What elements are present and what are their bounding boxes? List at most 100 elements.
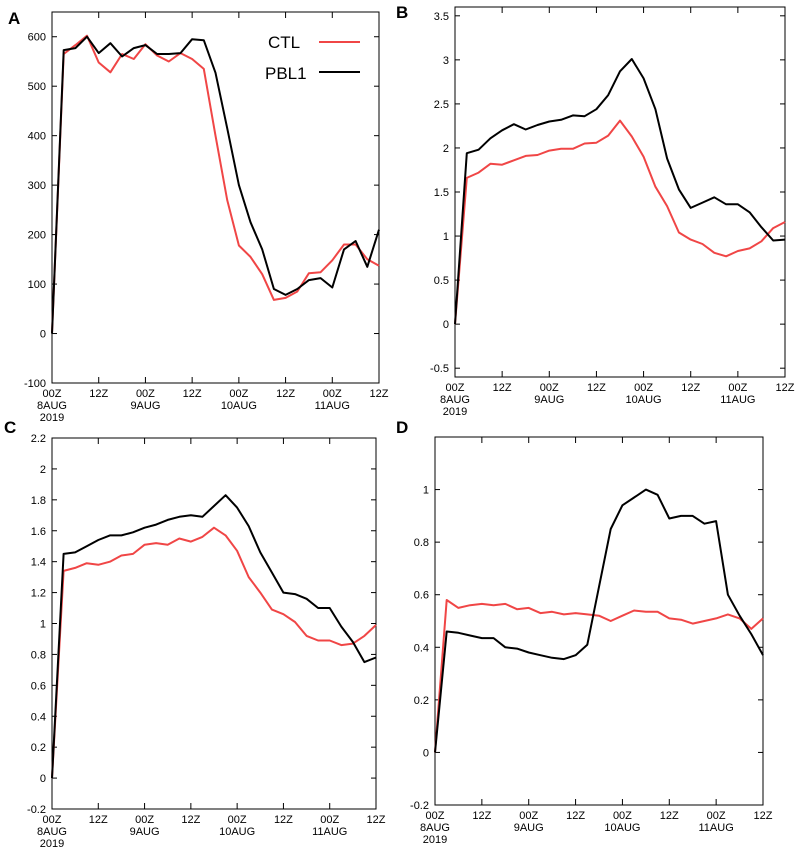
- series-line-pbl1-a: [51, 35, 380, 334]
- y-tick-label-a-1: 0: [40, 329, 46, 341]
- x-tick-label-b-3-0: 12Z: [587, 382, 606, 394]
- y-tick-label-c-4: 0.6: [31, 680, 46, 692]
- y-tick-label-d-6: 1: [423, 485, 429, 497]
- y-tick-label-b-2: 0.5: [434, 275, 449, 287]
- panel-c: C -0.200.20.40.60.811.21.41.61.822.200Z8…: [4, 418, 386, 850]
- series-line-ctl-b: [454, 119, 786, 325]
- series-line-pbl1-d: [434, 488, 764, 753]
- y-tick-label-a-0: -100: [24, 378, 46, 390]
- x-tick-label-a-5-0: 12Z: [276, 388, 295, 400]
- x-tick-label-c-2-1: 9AUG: [130, 826, 160, 838]
- y-tick-label-c-1: 0: [40, 773, 46, 785]
- y-tick-label-c-11: 2: [40, 464, 46, 476]
- x-tick-label-c-4-1: 10AUG: [219, 826, 255, 838]
- x-tick-label-c-4-0: 00Z: [228, 814, 247, 826]
- y-tick-label-c-9: 1.6: [31, 526, 46, 538]
- y-tick-label-b-8: 3.5: [434, 11, 449, 23]
- y-tick-label-d-1: 0: [423, 747, 429, 759]
- x-tick-label-d-0-0: 00Z: [426, 810, 445, 822]
- panel-letter-d: D: [396, 418, 408, 437]
- y-tick-label-a-4: 300: [28, 180, 46, 192]
- x-tick-label-b-2-0: 00Z: [540, 382, 559, 394]
- plot-frame-c: [51, 437, 377, 810]
- y-tick-label-d-3: 0.4: [414, 642, 429, 654]
- y-tick-label-b-6: 2.5: [434, 99, 449, 111]
- panel-a: A CTL PBL1 -100010020030040050060000Z8AU…: [8, 9, 389, 424]
- y-tick-label-d-0: -0.2: [410, 800, 429, 812]
- y-tick-label-a-7: 600: [28, 32, 46, 44]
- x-tick-label-a-6-1: 11AUG: [315, 400, 350, 412]
- x-tick-label-a-6-0: 00Z: [323, 388, 342, 400]
- series-line-ctl-d: [434, 599, 764, 753]
- y-tick-label-b-5: 2: [443, 143, 449, 155]
- series-line-ctl-a: [51, 34, 380, 334]
- x-tick-label-c-6-1: 11AUG: [312, 826, 347, 838]
- x-tick-label-b-6-1: 11AUG: [720, 394, 755, 406]
- legend-label-ctl: CTL: [268, 33, 300, 52]
- x-tick-label-c-6-0: 00Z: [320, 814, 339, 826]
- y-tick-label-a-3: 200: [28, 230, 46, 242]
- x-tick-label-d-5-0: 12Z: [660, 810, 679, 822]
- x-tick-label-a-3-0: 12Z: [183, 388, 202, 400]
- legend-label-pbl1: PBL1: [265, 64, 307, 83]
- y-tick-label-c-6: 1: [40, 619, 46, 631]
- y-tick-label-b-7: 3: [443, 55, 449, 67]
- x-tick-label-d-4-0: 00Z: [613, 810, 632, 822]
- x-tick-label-a-7-0: 12Z: [370, 388, 389, 400]
- series-line-ctl-c: [51, 526, 377, 779]
- x-tick-label-d-1-0: 12Z: [472, 810, 491, 822]
- x-tick-label-d-4-1: 10AUG: [604, 822, 640, 834]
- x-tick-label-c-0-0: 00Z: [43, 814, 62, 826]
- x-tick-label-a-0-0: 00Z: [43, 388, 62, 400]
- y-tick-label-c-3: 0.4: [31, 711, 46, 723]
- x-tick-label-b-2-1: 9AUG: [534, 394, 564, 406]
- y-tick-label-b-1: 0: [443, 319, 449, 331]
- x-tick-label-c-7-0: 12Z: [367, 814, 386, 826]
- y-tick-label-b-3: 1: [443, 231, 449, 243]
- x-tick-label-b-4-1: 10AUG: [626, 394, 662, 406]
- y-tick-label-c-12: 2.2: [31, 433, 46, 445]
- x-tick-label-b-4-0: 00Z: [634, 382, 653, 394]
- series-line-pbl1-b: [454, 58, 786, 325]
- legend: CTL PBL1: [265, 33, 360, 83]
- x-tick-label-a-2-0: 00Z: [136, 388, 155, 400]
- x-tick-label-b-0-2: 2019: [443, 406, 467, 418]
- y-tick-label-c-2: 0.2: [31, 742, 46, 754]
- x-tick-label-d-3-0: 12Z: [566, 810, 585, 822]
- x-tick-label-c-2-0: 00Z: [135, 814, 154, 826]
- x-tick-label-c-3-0: 12Z: [181, 814, 200, 826]
- plot-frame-d: [434, 436, 764, 806]
- y-tick-label-d-2: 0.2: [414, 695, 429, 707]
- series-line-pbl1-c: [51, 494, 377, 779]
- x-tick-label-d-7-0: 12Z: [754, 810, 773, 822]
- panel-letter-a: A: [8, 9, 20, 28]
- y-tick-label-a-2: 100: [28, 279, 46, 291]
- y-tick-label-b-0: -0.5: [430, 363, 449, 375]
- x-tick-label-c-0-1: 8AUG: [37, 826, 67, 838]
- y-tick-label-c-0: -0.2: [27, 804, 46, 816]
- y-tick-label-b-4: 1.5: [434, 187, 449, 199]
- y-tick-label-c-10: 1.8: [31, 495, 46, 507]
- x-tick-label-a-0-1: 8AUG: [37, 400, 67, 412]
- x-tick-label-d-0-1: 8AUG: [420, 822, 450, 834]
- x-tick-label-c-5-0: 12Z: [274, 814, 293, 826]
- x-tick-label-b-1-0: 12Z: [493, 382, 512, 394]
- panel-letter-c: C: [4, 418, 16, 437]
- panel-letter-b: B: [396, 3, 408, 22]
- y-tick-label-d-4: 0.6: [414, 590, 429, 602]
- y-tick-label-c-7: 1.2: [31, 588, 46, 600]
- y-tick-label-c-8: 1.4: [31, 557, 46, 569]
- x-tick-label-c-0-2: 2019: [40, 838, 64, 850]
- y-tick-label-c-5: 0.8: [31, 649, 46, 661]
- x-tick-label-a-1-0: 12Z: [89, 388, 108, 400]
- x-tick-label-b-0-0: 00Z: [446, 382, 465, 394]
- plot-frame-a: [51, 11, 380, 384]
- x-tick-label-d-2-0: 00Z: [519, 810, 538, 822]
- x-tick-label-d-6-0: 00Z: [707, 810, 726, 822]
- x-tick-label-a-2-1: 9AUG: [130, 400, 160, 412]
- y-tick-label-d-5: 0.8: [414, 537, 429, 549]
- x-tick-label-a-0-2: 2019: [40, 412, 64, 424]
